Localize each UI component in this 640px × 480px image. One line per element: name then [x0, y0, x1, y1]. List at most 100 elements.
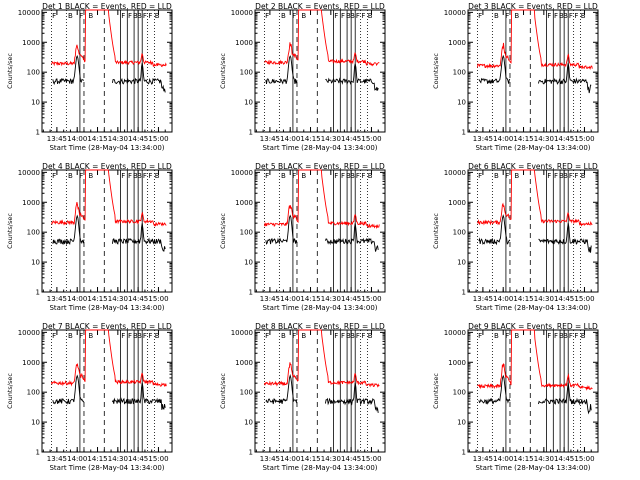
- x-tick-label: 14:00: [493, 295, 513, 303]
- x-tick-label: 14:15: [87, 135, 107, 143]
- x-axis-label: Start Time (28-May-04 13:34:00): [475, 304, 590, 312]
- x-tick-label: 14:30: [108, 455, 128, 463]
- region-label: B: [281, 172, 286, 180]
- x-tick-label: 14:30: [321, 295, 341, 303]
- region-label: B: [350, 12, 355, 20]
- region-label: F: [478, 332, 482, 340]
- region-label: F: [148, 332, 152, 340]
- region-label: F: [148, 12, 152, 20]
- y-tick-label: 10000: [231, 329, 253, 337]
- y-tick-label: 1: [249, 449, 253, 457]
- region-label: F: [79, 172, 83, 180]
- region-label: F: [148, 172, 152, 180]
- plot-frame: [467, 329, 599, 453]
- panel-title: Det 5 BLACK = Events, RED = LLD: [255, 162, 385, 171]
- y-tick-label: 10000: [444, 169, 466, 177]
- region-label: F: [505, 332, 509, 340]
- y-tick-label: 100: [240, 229, 253, 237]
- x-tick-label: 13:45: [473, 135, 493, 143]
- region-label: B: [350, 172, 355, 180]
- x-axis-label: Start Time (28-May-04 13:34:00): [49, 304, 164, 312]
- events-series-line: [324, 223, 379, 252]
- region-label: F: [574, 12, 578, 20]
- x-tick-label: 14:15: [513, 295, 533, 303]
- region-label: F: [265, 172, 269, 180]
- region-label: B: [88, 172, 93, 180]
- x-tick-label: 14:00: [280, 135, 300, 143]
- panel-title: Det 4 BLACK = Events, RED = LLD: [42, 162, 172, 171]
- detector-panel-4: Det 4 BLACK = Events, RED = LLD 1 10 100 100…: [6, 162, 173, 312]
- y-tick-label: 10000: [231, 169, 253, 177]
- region-label: F: [547, 12, 551, 20]
- y-tick-label: 1000: [235, 359, 253, 367]
- y-tick-label: 100: [27, 389, 40, 397]
- y-axis-label: Counts/sec: [6, 373, 14, 409]
- region-label: B: [563, 12, 568, 20]
- x-tick-label: 14:15: [300, 455, 320, 463]
- region-label: B: [494, 172, 499, 180]
- x-axis-label: Start Time (28-May-04 13:34:00): [262, 304, 377, 312]
- region-label: F: [121, 172, 125, 180]
- region-label: B: [563, 332, 568, 340]
- region-label: F: [478, 172, 482, 180]
- region-label: F: [505, 12, 509, 20]
- y-tick-label: 1000: [448, 199, 466, 207]
- region-label: B: [581, 172, 586, 180]
- x-tick-label: 14:00: [493, 135, 513, 143]
- y-tick-label: 100: [453, 389, 466, 397]
- panel-title: Det 3 BLACK = Events, RED = LLD: [468, 2, 598, 11]
- y-tick-label: 1000: [22, 199, 40, 207]
- plot-frame: [254, 169, 386, 293]
- x-tick-label: 15:00: [148, 135, 168, 143]
- region-label: F: [334, 332, 338, 340]
- y-axis-label: Counts/sec: [432, 373, 440, 409]
- x-tick-label: 14:30: [108, 295, 128, 303]
- y-axis-label: Counts/sec: [219, 373, 227, 409]
- panel-title: Det 6 BLACK = Events, RED = LLD: [468, 162, 598, 171]
- region-label: B: [346, 172, 351, 180]
- region-label: B: [281, 12, 286, 20]
- events-series-line: [265, 214, 298, 245]
- region-label: F: [128, 12, 132, 20]
- y-tick-label: 1000: [22, 39, 40, 47]
- y-tick-label: 10000: [18, 169, 40, 177]
- lld-series-line: [51, 329, 167, 387]
- region-label: B: [301, 172, 306, 180]
- events-series-line: [478, 54, 511, 84]
- lld-series-line: [477, 9, 593, 70]
- y-tick-label: 100: [27, 229, 40, 237]
- y-tick-label: 1: [36, 289, 40, 297]
- region-label: F: [547, 172, 551, 180]
- x-tick-label: 13:45: [260, 135, 280, 143]
- x-tick-label: 14:15: [87, 455, 107, 463]
- region-label: B: [68, 332, 73, 340]
- x-tick-label: 14:45: [128, 135, 148, 143]
- x-tick-label: 14:30: [321, 135, 341, 143]
- x-tick-label: 14:30: [534, 455, 554, 463]
- events-series-line: [52, 55, 84, 86]
- events-series-line: [538, 223, 592, 253]
- y-tick-label: 1: [36, 129, 40, 137]
- events-series-line: [537, 382, 592, 415]
- region-label: F: [128, 332, 132, 340]
- y-tick-label: 100: [240, 69, 253, 77]
- events-series-line: [325, 63, 379, 91]
- y-tick-label: 1000: [235, 199, 253, 207]
- x-tick-label: 13:45: [47, 295, 67, 303]
- region-label: F: [341, 172, 345, 180]
- x-tick-label: 13:45: [260, 455, 280, 463]
- y-tick-label: 10: [457, 259, 466, 267]
- region-label: F: [574, 172, 578, 180]
- lld-series-line: [477, 329, 593, 391]
- x-tick-label: 13:45: [473, 455, 493, 463]
- y-tick-label: 10000: [444, 329, 466, 337]
- x-tick-label: 15:00: [148, 295, 168, 303]
- x-tick-label: 13:45: [47, 135, 67, 143]
- lld-series-line: [477, 169, 593, 227]
- region-label: F: [143, 332, 147, 340]
- y-tick-label: 10: [457, 99, 466, 107]
- region-label: F: [361, 172, 365, 180]
- events-series-line: [537, 63, 592, 94]
- panel-title: Det 1 BLACK = Events, RED = LLD: [42, 2, 172, 11]
- x-tick-label: 14:00: [67, 455, 87, 463]
